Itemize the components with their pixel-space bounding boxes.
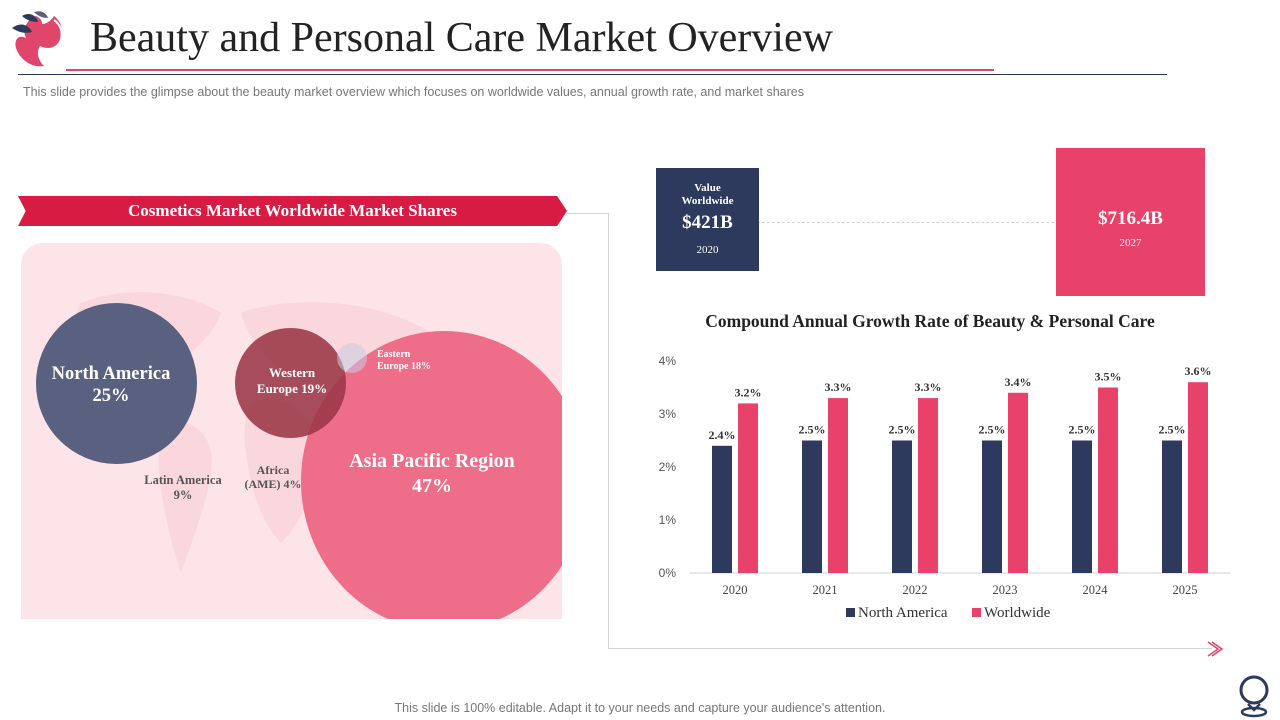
bar-worldwide-2024 [1098,387,1118,573]
bar-worldwide-2025 [1188,382,1208,573]
legend-label-north-america: North America [858,605,948,621]
bar-worldwide-2021 [828,398,848,573]
y-tick-label: 4% [659,354,677,368]
section-connector-line [567,213,609,649]
eastern-europe-label: Eastern Europe 18% [377,349,431,373]
western-europe-line2: Europe 19% [256,381,328,396]
y-tick-label: 3% [659,407,677,421]
x-tick-label: 2021 [813,583,838,597]
bar-value-label: 2.5% [979,423,1006,437]
bar-value-label: 3.3% [825,380,852,394]
bar-value-label: 3.6% [1185,364,1212,378]
bar-value-label: 3.2% [735,385,762,399]
value-2027-year: 2027 [1119,237,1142,249]
western-europe-bubble [235,328,346,438]
title-underline-accent [66,69,994,71]
help-person-icon[interactable] [1236,674,1272,718]
value-worldwide-label: Value Worldwide [656,182,759,208]
x-tick-label: 2025 [1173,583,1198,597]
bar-value-label: 3.3% [915,380,942,394]
x-tick-label: 2022 [903,583,928,597]
legend-swatch-worldwide [972,608,981,617]
eastern-europe-line1: Eastern [377,349,411,360]
north-america-label: North America 25% [51,363,171,407]
bar-worldwide-2022 [918,398,938,573]
value-label-line1: Value [694,182,721,194]
bar-north-america-2025 [1162,440,1182,573]
slide-subtitle: This slide provides the glimpse about th… [23,85,804,99]
x-tick-label: 2023 [993,583,1018,597]
bar-north-america-2020 [712,445,732,573]
legend-label-worldwide: Worldwide [984,605,1051,621]
slide-title: Beauty and Personal Care Market Overview [90,15,833,61]
cagr-bar-chart: 0% 1% 2% 3% 4% 2.4% 3.2% 2020 2.5% 3.3% 2021 2.5% 3.… [659,354,1230,621]
x-tick-label: 2024 [1083,583,1109,597]
face-leaf-logo-icon [12,11,63,67]
africa-line1: Africa [256,463,290,477]
eastern-europe-line2: Europe 18% [377,361,431,372]
asia-pacific-name: Asia Pacific Region [349,450,515,472]
africa-line2: (AME) 4% [244,477,302,491]
bar-north-america-2021 [802,440,822,573]
chart-title: Compound Annual Growth Rate of Beauty & … [705,311,1155,331]
y-tick-label: 0% [659,566,677,580]
title-underline [18,74,1167,75]
bar-north-america-2023 [982,440,1002,573]
bar-value-label: 3.5% [1095,370,1122,384]
latin-america-share: 9% [173,488,193,502]
bar-worldwide-2023 [1008,392,1028,573]
north-america-bubble [36,303,197,464]
x-tick-label: 2020 [723,583,748,597]
value-2020-amount: $421B [682,212,733,233]
value-2027-amount: $716.4B [1098,208,1163,229]
eastern-europe-bubble [337,343,367,373]
value-2020-year: 2020 [696,244,719,256]
legend-swatch-north-america [846,608,855,617]
bar-value-label: 2.5% [1159,423,1186,437]
value-growth-dashed-line [742,222,1094,223]
market-shares-map-panel: North America 25% Western Europe 19% Eas… [21,243,562,619]
bar-north-america-2024 [1072,440,1092,573]
latin-america-name: Latin America [144,473,222,487]
y-tick-label: 1% [659,513,677,527]
chevron-right-icon [1207,641,1224,657]
bar-value-label: 2.4% [709,428,736,442]
market-shares-ribbon: Cosmetics Market Worldwide Market Shares [18,196,567,226]
asia-pacific-label: Asia Pacific Region 47% [332,449,532,499]
section-connector-bottom-line [608,648,1212,649]
asia-pacific-share: 47% [412,475,452,497]
bar-value-label: 3.4% [1005,375,1032,389]
north-america-share: 25% [92,386,130,406]
bar-worldwide-2020 [738,403,758,573]
bar-value-label: 2.5% [889,423,916,437]
bar-value-label: 2.5% [799,423,826,437]
western-europe-label: Western Europe 19% [247,365,337,397]
value-2020-box: Value Worldwide $421B 2020 [656,168,759,271]
latin-america-label: Latin America 9% [133,473,233,503]
y-tick-label: 2% [659,460,677,474]
value-2027-box: $716.4B 2027 [1056,148,1205,296]
slide-footer: This slide is 100% editable. Adapt it to… [394,701,886,715]
western-europe-line1: Western [268,365,316,380]
africa-label: Africa (AME) 4% [231,463,315,491]
bar-value-label: 2.5% [1069,423,1096,437]
north-america-name: North America [51,364,171,384]
value-label-line2: Worldwide [681,195,734,207]
bar-north-america-2022 [892,440,912,573]
